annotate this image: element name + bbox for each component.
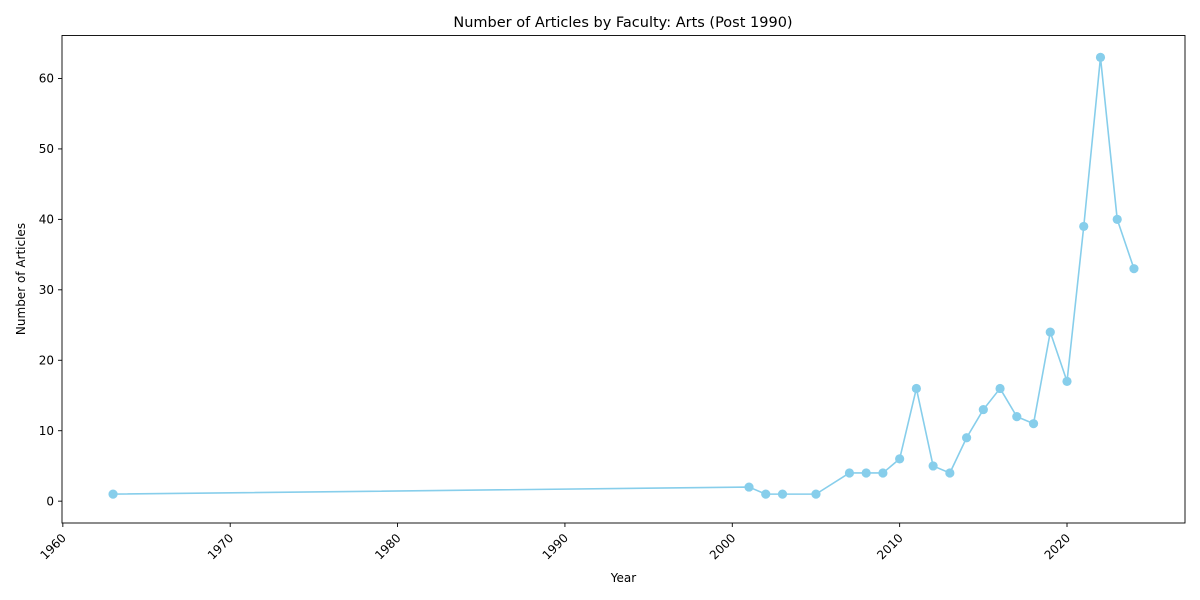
series-layer — [108, 52, 1139, 499]
data-point — [777, 489, 788, 499]
data-point — [911, 383, 921, 394]
data-point — [811, 489, 821, 499]
y-tick-label: 20 — [39, 353, 54, 367]
data-point — [945, 468, 955, 478]
x-tick-label: 1960 — [37, 531, 68, 562]
y-tick-label: 10 — [39, 424, 54, 438]
data-point — [861, 468, 871, 478]
data-point — [1012, 412, 1022, 422]
x-tick-label: 1970 — [205, 531, 236, 562]
series-line — [113, 56, 1135, 495]
y-axis: 0 10 20 30 40 50 60 — [39, 72, 62, 508]
y-tick-label: 60 — [39, 72, 54, 86]
x-axis-label: Year — [610, 571, 636, 585]
data-point — [928, 461, 938, 471]
data-point — [844, 468, 855, 478]
data-point — [1045, 327, 1055, 337]
x-axis: 1960 1970 1980 1990 2000 2010 2020 — [37, 523, 1073, 562]
x-tick-label: 1990 — [540, 531, 571, 562]
x-tick-label: 1980 — [372, 531, 403, 562]
x-tick-label: 2000 — [707, 531, 738, 562]
data-point — [744, 482, 754, 492]
data-point — [1095, 52, 1106, 62]
y-tick-label: 40 — [39, 213, 54, 227]
data-point — [978, 404, 988, 415]
data-point — [1079, 221, 1089, 232]
y-tick-label: 50 — [39, 142, 54, 156]
y-axis-label: Number of Articles — [14, 223, 28, 335]
data-point — [961, 433, 972, 443]
data-point — [1112, 214, 1122, 224]
data-point — [761, 489, 771, 499]
data-point — [895, 454, 905, 464]
x-tick-label: 2010 — [874, 531, 905, 562]
y-tick-label: 30 — [39, 283, 54, 297]
x-tick-label: 2020 — [1042, 531, 1073, 562]
data-point — [1062, 376, 1072, 386]
y-tick-label: 0 — [46, 494, 54, 508]
data-point — [1028, 419, 1039, 429]
data-point — [995, 383, 1005, 394]
data-point — [1129, 264, 1139, 274]
plot-area — [61, 35, 1186, 524]
chart-title: Number of Articles by Faculty: Arts (Pos… — [453, 15, 792, 31]
data-point — [878, 468, 888, 478]
data-point — [108, 489, 118, 499]
